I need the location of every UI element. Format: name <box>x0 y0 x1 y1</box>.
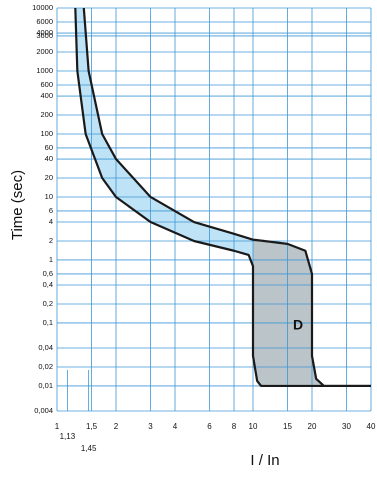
y-tick-label: 1 <box>49 255 53 264</box>
y-tick-label: 0,04 <box>38 343 53 352</box>
y-tick-label: 0,2 <box>43 299 53 308</box>
y-tick-label: 6 <box>49 206 53 215</box>
y-tick-label: 2 <box>49 236 53 245</box>
x-tick-label: 2 <box>114 422 119 431</box>
y-tick-label: 0,1 <box>43 318 53 327</box>
y-tick-label: 2000 <box>36 47 53 56</box>
x-tick-label: 10 <box>249 422 258 431</box>
y-tick-label: 3600 <box>36 31 53 40</box>
y-tick-label: 4000 <box>36 28 53 37</box>
y-tick-label: 0,4 <box>43 280 53 289</box>
y-tick-label: 0,02 <box>38 362 53 371</box>
x-axis-title: I / In <box>250 452 279 469</box>
y-tick-label: 100 <box>40 129 53 138</box>
y-tick-label: 10000 <box>32 3 53 12</box>
y-axis-title: Time (sec) <box>9 170 26 240</box>
y-tick-label: 0,01 <box>38 381 53 390</box>
y-tick-label: 0,6 <box>43 269 53 278</box>
x-tick-label: 6 <box>207 422 212 431</box>
x-tick-label: 8 <box>232 422 237 431</box>
x-tick-label: 15 <box>283 422 292 431</box>
y-tick-label: 10 <box>45 192 53 201</box>
annotation: D <box>293 317 303 333</box>
y-tick-label: 1000 <box>36 66 53 75</box>
x-tick-label: 30 <box>342 422 351 431</box>
x-tick-label: 3 <box>148 422 153 431</box>
x-tick-label: 1 <box>55 422 60 431</box>
x-tick-label: 40 <box>367 422 376 431</box>
y-tick-label: 600 <box>40 80 53 89</box>
x-minor-tick-label: 1,13 <box>60 432 76 441</box>
y-tick-label: 40 <box>45 154 53 163</box>
trip-curve-line <box>74 7 371 388</box>
y-tick-label: 20 <box>45 173 53 182</box>
x-minor-tick-label: 1,45 <box>81 444 97 453</box>
y-tick-label: 200 <box>40 110 53 119</box>
x-tick-label: 1,5 <box>86 422 98 431</box>
y-tick-label: 6000 <box>36 17 53 26</box>
trip-curve-line <box>82 7 371 388</box>
y-tick-label: 4 <box>49 217 53 226</box>
x-tick-label: 20 <box>308 422 317 431</box>
y-tick-label: 0,004 <box>34 406 53 415</box>
y-tick-label: 60 <box>45 143 53 152</box>
y-tick-label: 400 <box>40 91 53 100</box>
x-tick-label: 4 <box>173 422 178 431</box>
